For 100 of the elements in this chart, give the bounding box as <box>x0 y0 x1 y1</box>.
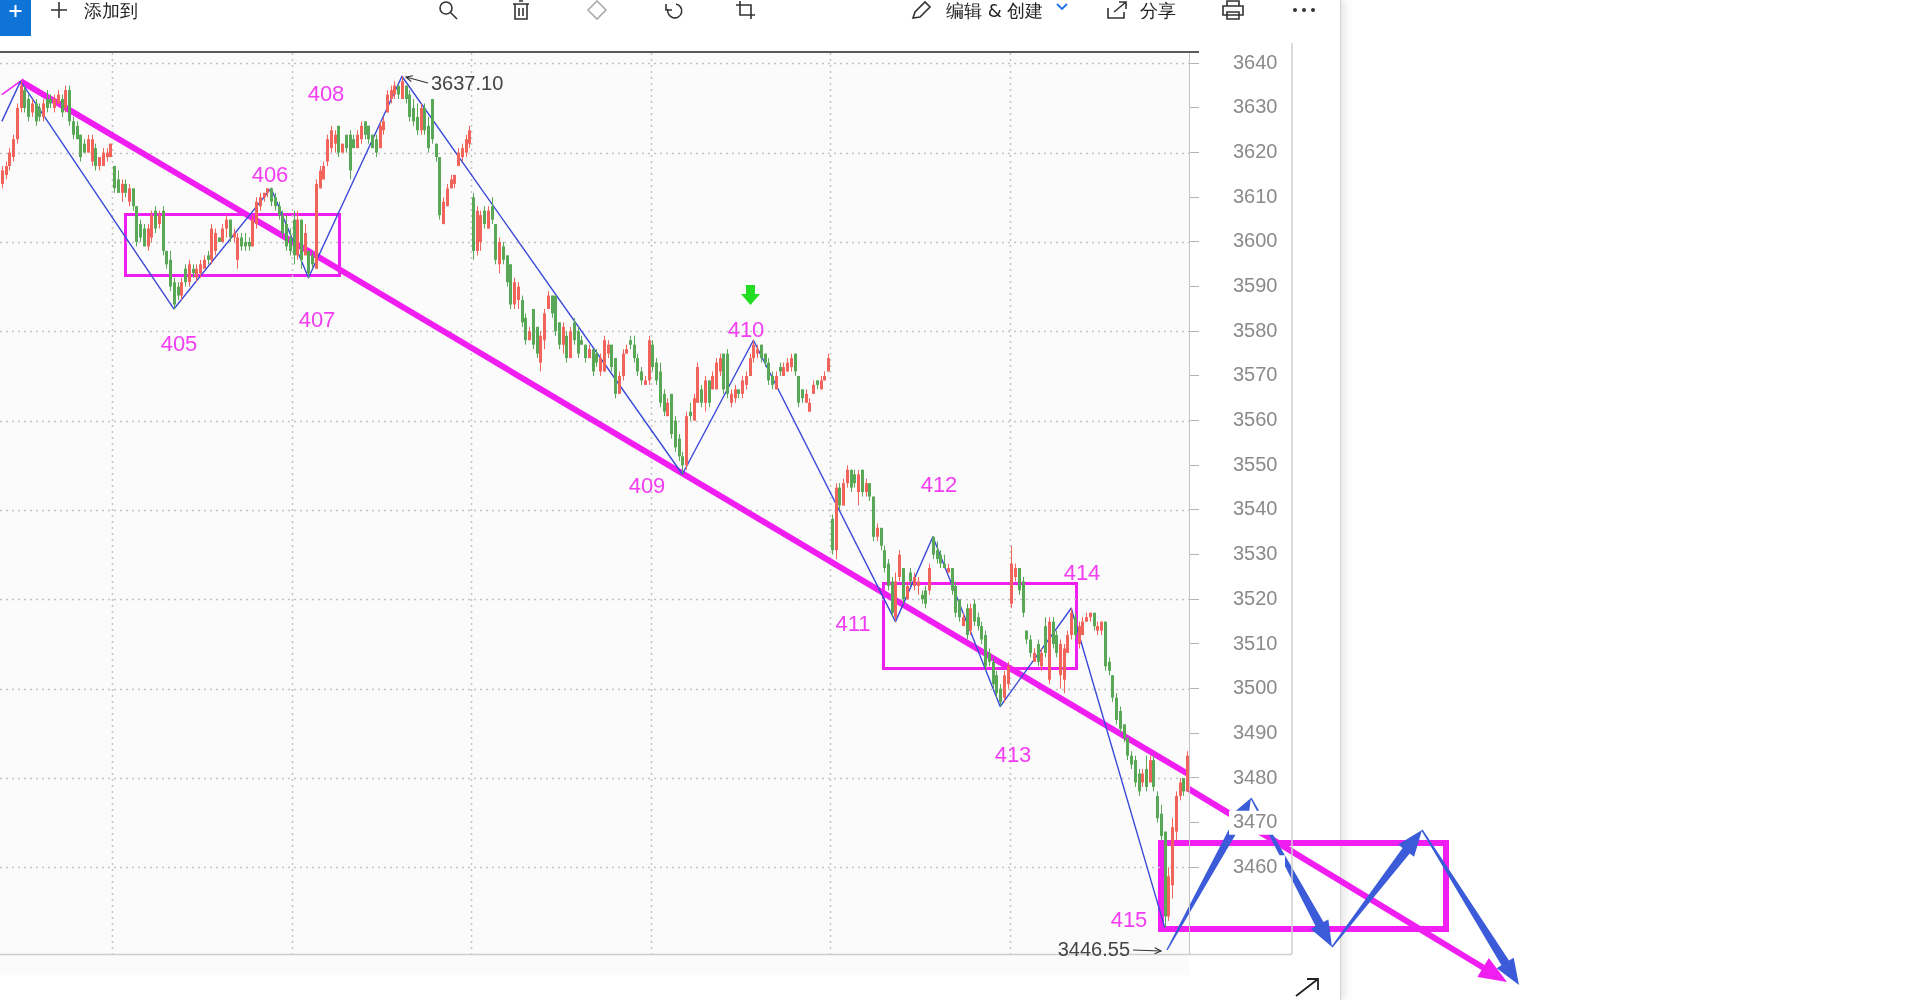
candlestick <box>334 129 337 154</box>
candlestick <box>767 357 770 386</box>
candlestick <box>1029 634 1032 658</box>
y-tick-label: 3540 <box>1233 497 1278 520</box>
candlestick <box>128 183 131 207</box>
candlestick <box>64 85 67 113</box>
toolbar-label: 添加到 <box>84 0 138 21</box>
candlestick <box>704 375 707 413</box>
candlestick <box>1070 607 1073 641</box>
y-tick-label: 3590 <box>1233 274 1278 297</box>
candlestick <box>420 102 423 136</box>
candlestick <box>61 94 64 118</box>
candlestick <box>307 250 310 279</box>
candlestick <box>27 94 30 122</box>
candlestick <box>491 196 494 225</box>
annotation: 405 <box>160 331 198 357</box>
candlestick <box>487 205 490 230</box>
candlestick <box>1074 612 1077 641</box>
y-tick-label: 3560 <box>1233 408 1278 431</box>
candlestick <box>741 375 744 399</box>
candlestick <box>861 469 864 498</box>
y-tick-label: 3630 <box>1233 95 1278 118</box>
annotation: 3637.10 <box>431 71 504 94</box>
candlestick <box>857 469 860 507</box>
candlestick <box>618 371 621 395</box>
annotation: 415 <box>1110 907 1148 933</box>
toolbar-label: 分享 <box>1140 0 1176 21</box>
candlestick <box>304 223 307 256</box>
candlestick <box>622 348 625 381</box>
candlestick <box>565 330 568 364</box>
candlestick <box>20 80 23 113</box>
y-tick-label: 3640 <box>1233 50 1278 73</box>
candlestick <box>1078 621 1081 649</box>
candlestick <box>483 205 486 230</box>
y-tick-label: 3550 <box>1233 452 1278 475</box>
candlestick <box>375 134 378 158</box>
annotation: 413 <box>994 742 1032 768</box>
candlestick <box>72 116 75 140</box>
candlestick <box>42 98 45 122</box>
candlestick <box>498 236 501 274</box>
candlestick <box>113 165 116 194</box>
candlestick <box>898 549 901 582</box>
candlestick <box>184 263 187 288</box>
y-tick-label: 3580 <box>1233 318 1278 341</box>
candlestick <box>928 563 931 596</box>
annotation: 408 <box>307 81 345 107</box>
y-tick-label: 3500 <box>1233 676 1278 699</box>
candlestick <box>416 102 419 136</box>
candlestick <box>936 540 939 565</box>
annotation: 412 <box>920 472 958 498</box>
y-tick-label: 3510 <box>1233 631 1278 654</box>
annotation: 410 <box>727 317 765 343</box>
candlestick <box>700 384 703 408</box>
candlestick <box>838 482 841 511</box>
candlestick <box>12 134 15 163</box>
candlestick <box>117 169 120 194</box>
y-tick-label: 3610 <box>1233 184 1278 207</box>
y-tick-label: 3470 <box>1233 810 1278 833</box>
candlestick <box>517 281 520 310</box>
annotation: 409 <box>628 473 666 499</box>
annotation: 3446.55 <box>1057 937 1130 960</box>
candlestick <box>1040 647 1043 672</box>
candlestick <box>285 214 288 252</box>
y-tick-label: 3530 <box>1233 542 1278 565</box>
candlestick <box>1134 755 1137 788</box>
candlestick <box>91 134 94 167</box>
candlestick <box>188 259 191 288</box>
candlestick <box>360 120 363 145</box>
annotation: 411 <box>835 611 871 637</box>
y-tick-label: 3570 <box>1233 363 1278 386</box>
candlestick <box>23 85 26 113</box>
candlestick <box>214 228 217 256</box>
candlestick <box>1145 755 1148 792</box>
candlestick <box>225 214 228 238</box>
annotation: 414 <box>1063 560 1101 586</box>
candlestick <box>842 478 845 507</box>
candlestick <box>1149 755 1152 783</box>
candlestick <box>236 232 239 270</box>
candlestick <box>1115 692 1118 725</box>
candlestick <box>408 89 411 122</box>
candlestick <box>846 464 849 489</box>
candlestick <box>379 120 382 149</box>
candlestick <box>1 165 4 189</box>
candlestick <box>1003 670 1006 703</box>
candlestick <box>412 98 415 127</box>
candlestick <box>973 598 976 627</box>
candlestick <box>326 134 329 167</box>
candlestick <box>94 143 97 171</box>
candlestick <box>1111 674 1114 703</box>
toolbar-label: 编辑 & 创建 <box>946 0 1044 21</box>
y-tick-label: 3520 <box>1233 586 1278 609</box>
candlestick <box>154 205 157 234</box>
y-tick-label: 3480 <box>1233 765 1278 788</box>
annotation: 407 <box>298 307 336 333</box>
candlestick <box>708 379 711 408</box>
y-tick-label: 3600 <box>1233 229 1278 252</box>
candlestick <box>562 321 565 355</box>
candlestick <box>969 603 972 636</box>
y-tick-label: 3620 <box>1233 140 1278 163</box>
candlestick <box>513 277 516 310</box>
